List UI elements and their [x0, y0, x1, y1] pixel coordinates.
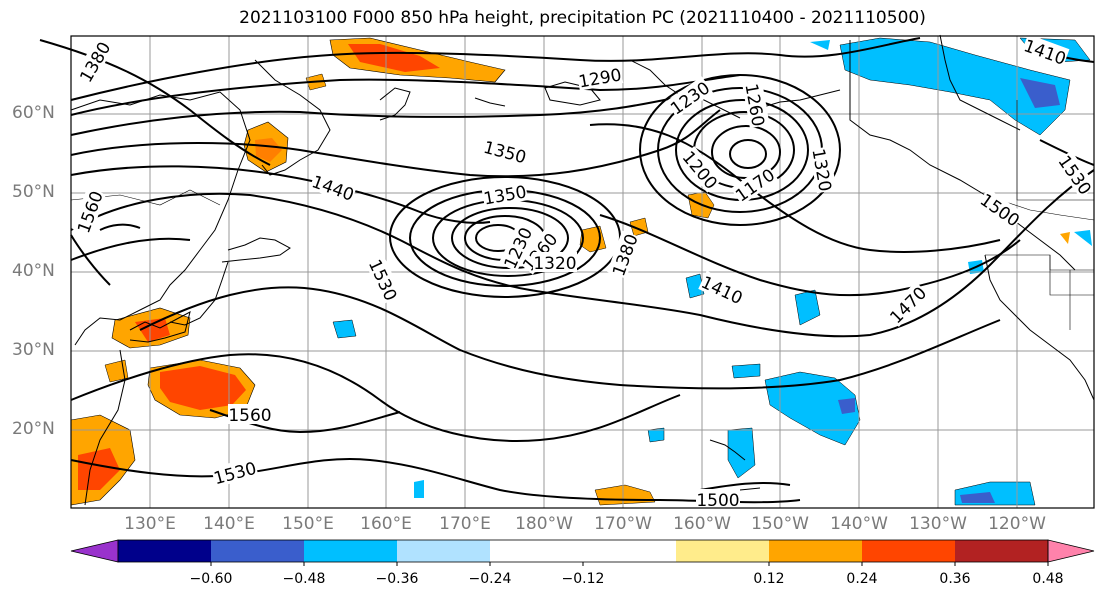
- contour-label-background: [365, 255, 403, 304]
- colorbar-segment: [397, 540, 491, 562]
- contour-label-background: [665, 76, 714, 118]
- longitude-label: 150°E: [282, 514, 334, 534]
- contour-label-background: [809, 146, 837, 194]
- precip-negative-shading: [332, 37, 1092, 506]
- colorbar-tick-label: −0.12: [561, 571, 605, 587]
- colorbar-segment: [118, 540, 212, 562]
- colorbar-extend-max: [1047, 539, 1095, 563]
- contour-label-background: [533, 252, 577, 272]
- longitude-label: 140°E: [203, 514, 255, 534]
- contour-label-background: [976, 188, 1025, 230]
- contour-label-background: [698, 270, 747, 308]
- longitude-label: 160°E: [360, 514, 412, 534]
- colorbar-extend-min: [70, 539, 119, 563]
- contour-label-background: [210, 456, 259, 488]
- contour-label-background: [742, 81, 770, 129]
- longitude-label: 170°W: [594, 514, 652, 534]
- colorbar-segment: [490, 540, 584, 562]
- figure-title: 2021103100 F000 850 hPa height, precipit…: [239, 8, 926, 28]
- colorbar-segment: [583, 540, 677, 562]
- colorbar-segment: [769, 540, 863, 562]
- colorbar-segment: [211, 540, 305, 562]
- contour-label-background: [309, 170, 358, 204]
- contour-label-background: [730, 163, 779, 205]
- longitude-label: 120°W: [988, 514, 1046, 534]
- longitude-label: 180°W: [515, 514, 573, 534]
- colorbar-tick-label: −0.60: [189, 571, 233, 587]
- latitude-label: 50°N: [12, 182, 55, 202]
- colorbar-tick-label: 0.12: [753, 571, 785, 587]
- longitude-label: 170°E: [439, 514, 491, 534]
- latitude-label: 30°N: [12, 340, 55, 360]
- contour-label-background: [1055, 150, 1097, 199]
- contour-label-background: [228, 404, 272, 424]
- map-frame: [70, 35, 1095, 509]
- longitude-label: 140°W: [830, 514, 888, 534]
- contour-label-background: [72, 187, 106, 236]
- contour-label: 1500: [696, 491, 739, 511]
- contour-label-background: [696, 489, 740, 509]
- latitude-label: 20°N: [12, 419, 55, 439]
- colorbar: [70, 539, 1095, 566]
- contour-label: 1560: [228, 406, 271, 426]
- contour-label-background: [1021, 34, 1070, 68]
- contour-label-background: [517, 228, 562, 275]
- longitude-label: 160°W: [673, 514, 731, 534]
- contour-label-background: [481, 180, 529, 208]
- colorbar-tick-label: 0.36: [939, 571, 971, 587]
- colorbar-tick-label: 0.48: [1032, 571, 1064, 587]
- contour-label-background: [481, 135, 530, 167]
- colorbar-segment: [862, 540, 956, 562]
- contour-label-background: [74, 37, 114, 86]
- contour-label-background: [884, 281, 930, 327]
- contour-label-background: [607, 230, 641, 279]
- colorbar-segment: [676, 540, 770, 562]
- colorbar-segment: [304, 540, 398, 562]
- colorbar-tick-label: −0.36: [375, 571, 419, 587]
- longitude-label: 130°W: [909, 514, 967, 534]
- colorbar-tick-label: −0.24: [468, 571, 512, 587]
- longitude-label: 130°E: [124, 514, 176, 534]
- latitude-label: 60°N: [12, 103, 55, 123]
- colorbar-tick-label: −0.48: [282, 571, 326, 587]
- contour-label-background: [498, 223, 536, 272]
- contour-label: 1320: [533, 254, 576, 274]
- contour-label-background: [576, 63, 624, 91]
- latitude-label: 40°N: [12, 261, 55, 281]
- colorbar-tick-label: 0.24: [846, 571, 878, 587]
- longitude-label: 150°W: [751, 514, 809, 534]
- contour-label-background: [678, 146, 723, 193]
- colorbar-segment: [955, 540, 1049, 562]
